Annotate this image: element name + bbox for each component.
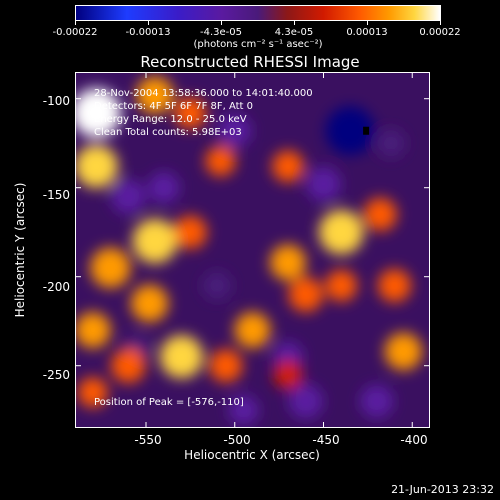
heatmap-negative-blob <box>147 171 180 204</box>
colorbar-units: (photons cm⁻² s⁻¹ asec⁻²) <box>193 39 323 50</box>
colorbar-tick <box>148 21 149 25</box>
heatmap-negative-blob <box>360 384 394 418</box>
x-tick-label: -550 <box>134 433 162 447</box>
heatmap-source-blob <box>273 360 303 389</box>
x-tick-label: -400 <box>400 433 428 447</box>
colorbar-tick-label: 0.00022 <box>419 27 461 38</box>
footer-date: 21-Jun-2013 23:32 <box>391 483 494 496</box>
heatmap-source-blob <box>318 209 364 255</box>
x-tick-label: -500 <box>223 433 251 447</box>
colorbar-tick-label: 0.00013 <box>346 27 388 38</box>
x-axis-label: Heliocentric X (arcsec) <box>184 448 320 462</box>
energy-range-text: Energy Range: 12.0 - 25.0 keV <box>94 114 247 125</box>
y-tick-label: -150 <box>42 188 70 202</box>
heatmap-negative-blob <box>228 395 259 426</box>
detectors-text: Detectors: 4F 5F 6F 7F 8F, Att 0 <box>94 101 254 112</box>
heatmap-negative-blob <box>376 128 406 158</box>
heatmap-source-blob <box>325 269 358 302</box>
heatmap-source-blob <box>384 332 423 371</box>
heatmap-source-blob <box>136 76 174 114</box>
heatmap-source-blob <box>110 348 146 383</box>
x-tick-label: -450 <box>312 433 340 447</box>
heatmap-source-blob <box>377 269 412 303</box>
heatmap-negative-blob <box>202 271 232 300</box>
heatmap-negative-blob <box>325 106 375 156</box>
y-tick-label: -200 <box>42 280 70 294</box>
colorbar-tick-label: -0.00022 <box>52 27 98 38</box>
heatmap-source-blob <box>288 277 324 312</box>
heatmap-negative-blob <box>306 166 341 202</box>
y-tick-label: -250 <box>42 368 70 382</box>
y-tick-label: -100 <box>42 94 70 108</box>
heatmap-plot-area <box>75 72 430 428</box>
heatmap-source-blob <box>209 349 243 383</box>
colorbar-tick-label: -0.00013 <box>125 27 171 38</box>
peak-position-text: Position of Peak = [-576,-110] <box>94 397 244 408</box>
heatmap-source-blob <box>130 284 169 323</box>
heatmap-source-blob <box>270 244 306 281</box>
colorbar-tick-label: 4.3e-05 <box>274 27 314 38</box>
heatmap-source-blob <box>90 247 131 288</box>
heatmap-svg <box>75 72 430 428</box>
colorbar <box>75 5 441 21</box>
colorbar-tick <box>440 21 441 25</box>
min-marker <box>363 126 370 135</box>
colorbar-tick-label: -4.3e-05 <box>200 27 242 38</box>
heatmap-source-blob <box>132 218 178 264</box>
colorbar-tick <box>75 21 76 25</box>
time-range-text: 28-Nov-2004 13:58:36.000 to 14:01:40.000 <box>94 88 313 99</box>
heatmap-source-blob <box>234 312 271 349</box>
heatmap-source-blob <box>205 145 236 177</box>
colorbar-tick <box>367 21 368 25</box>
heatmap-source-blob <box>77 377 108 408</box>
colorbar-tick <box>294 21 295 25</box>
heatmap-source-blob <box>75 144 118 188</box>
heatmap-source-blob <box>272 150 304 183</box>
heatmap-negative-blob <box>288 384 324 419</box>
method-counts-text: Clean Total counts: 5.98E+03 <box>94 127 242 138</box>
chart-title: Reconstructed RHESSI Image <box>140 53 360 71</box>
heatmap-source-blob <box>174 97 207 129</box>
y-axis-label: Heliocentric Y (arcsec) <box>13 182 27 318</box>
heatmap-source-blob <box>173 215 207 249</box>
heatmap-negative-blob <box>110 179 146 214</box>
heatmap-source-blob <box>75 312 111 349</box>
heatmap-source-blob <box>159 335 204 379</box>
heatmap-source-blob <box>363 197 397 231</box>
heatmap-negative-blob <box>218 114 252 148</box>
colorbar-tick <box>221 21 222 25</box>
heatmap-source-blob <box>75 88 121 138</box>
